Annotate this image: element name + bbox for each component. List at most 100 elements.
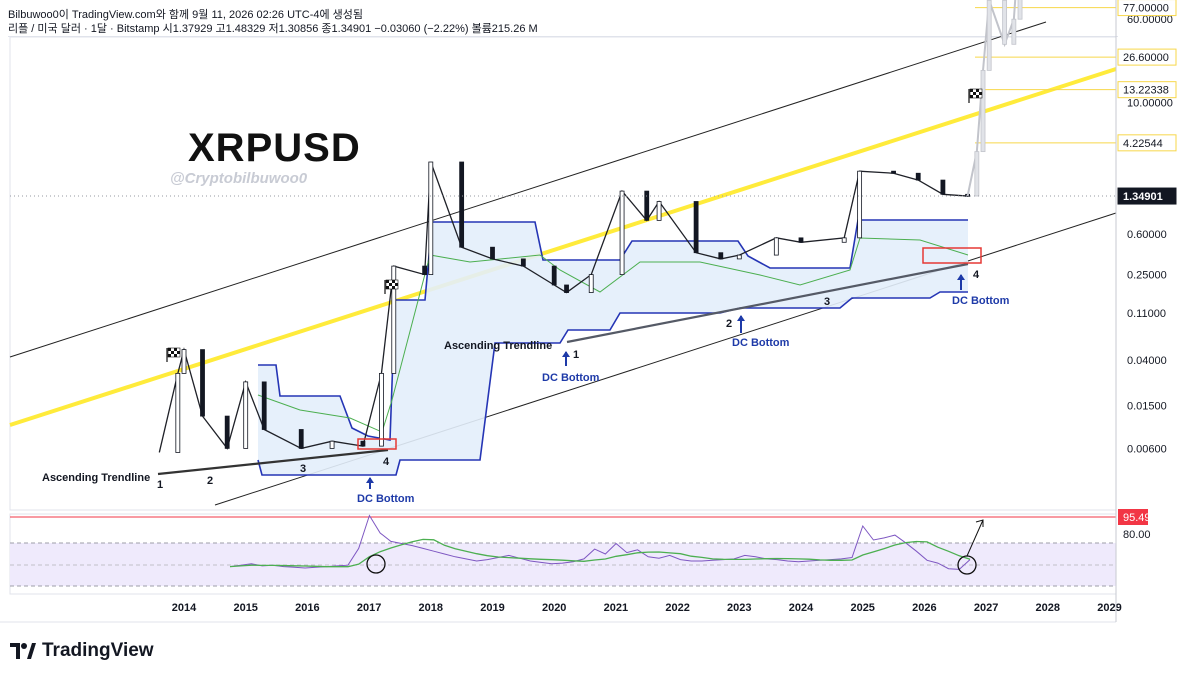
flag-cell	[979, 89, 982, 92]
flag-cell	[392, 286, 395, 289]
candle	[261, 381, 267, 430]
flag-cell	[970, 92, 973, 95]
flag-cell	[979, 95, 982, 98]
up-arrow-head-icon	[957, 274, 965, 280]
price-level-tag	[1117, 48, 1177, 66]
rsi-arrow-head-icon	[975, 519, 984, 527]
time-axis[interactable]: 2014 2015 2016 2017 2018 2019 2020 2021 2022 2023…	[0, 602, 1122, 623]
flag-cell	[395, 280, 398, 283]
annotation-label: DC Bottom	[732, 337, 790, 349]
x-tick-label: 2021	[604, 602, 628, 614]
candle	[490, 246, 495, 260]
candle	[422, 265, 428, 275]
flag-cell	[970, 89, 973, 92]
x-tick-label: 2014	[172, 602, 197, 614]
x-tick-label: 2024	[789, 602, 814, 614]
flag-cell	[171, 354, 174, 357]
watermark-title: XRPUSD	[188, 126, 361, 170]
flag-cell	[386, 283, 389, 286]
candle	[520, 258, 526, 267]
x-tick-label: 2016	[295, 602, 319, 614]
candle	[718, 252, 724, 260]
rsi-overbought-tag	[1118, 509, 1148, 525]
x-tick-label: 2029	[1097, 602, 1121, 614]
price-level-label: 26.60000	[1123, 52, 1169, 64]
price-level-label: 13.22338	[1123, 85, 1169, 97]
donchian-midline	[257, 237, 969, 433]
x-tick-label: 2027	[974, 602, 998, 614]
x-tick-label: 2025	[850, 602, 874, 614]
y-tick-label: 60.00000	[1127, 14, 1173, 26]
flag-cell	[177, 354, 180, 357]
candle	[656, 201, 662, 221]
donchian-upper-band	[258, 219, 968, 441]
flag-cell	[168, 354, 171, 357]
candle	[181, 349, 187, 374]
flag-cell	[395, 283, 398, 286]
annotation-label: DC Bottom	[357, 493, 415, 505]
candle	[841, 237, 847, 243]
projection-candle	[974, 151, 980, 197]
flag-cell	[973, 95, 976, 98]
flag-cell	[174, 354, 177, 357]
candle	[551, 265, 557, 286]
y-tick-label: 0.00600	[1127, 443, 1167, 455]
price-level-tag	[1117, 81, 1177, 99]
price-axis[interactable]: 350.00000150.0000060.0000025.0000010.000…	[1115, 0, 1179, 622]
flag-cell	[389, 286, 392, 289]
flag-cell	[174, 348, 177, 351]
candle	[200, 349, 205, 417]
ascending-trendline-2	[566, 262, 969, 344]
candle	[736, 254, 742, 260]
annotation-label: 1	[573, 349, 579, 361]
candle	[329, 440, 335, 449]
flag-cell	[171, 348, 174, 351]
x-tick-label: 2018	[419, 602, 443, 614]
flag-cell	[177, 348, 180, 351]
flag-cell	[389, 280, 392, 283]
flag-cell	[392, 283, 395, 286]
donchian-lower-band	[257, 291, 968, 476]
flag-cell	[386, 280, 389, 283]
annotation-label: DC Bottom	[952, 295, 1010, 307]
current-price-label: 1.34901	[1123, 191, 1163, 203]
annotation-label: 4	[383, 456, 390, 468]
buy-zone-box	[357, 438, 397, 450]
flag-border	[385, 279, 399, 290]
flag-border	[969, 88, 983, 99]
flag-cell	[973, 89, 976, 92]
rsi-circle-marker	[366, 554, 386, 574]
candle	[379, 373, 384, 447]
tradingview-logo[interactable]: TradingView	[10, 640, 154, 662]
up-arrow-head-icon	[737, 315, 745, 321]
rsi-overbought-label: 95.49	[1123, 512, 1151, 524]
annotation-label: Ascending Trendline	[444, 340, 552, 352]
price-level-tag	[1117, 134, 1177, 152]
rsi-level-label: 80.00	[1123, 529, 1151, 541]
x-tick-label: 2019	[480, 602, 504, 614]
y-tick-label: 0.01500	[1127, 401, 1167, 413]
current-price-tag	[1117, 187, 1177, 205]
checkered-flag-icon	[384, 279, 399, 294]
candle	[459, 161, 465, 248]
candle	[391, 265, 397, 374]
flag-cell	[973, 92, 976, 95]
candle	[175, 373, 181, 453]
candle	[564, 284, 569, 293]
annotation-label: 2	[207, 475, 213, 487]
candle	[891, 170, 896, 174]
price-series	[158, 161, 968, 453]
x-tick-label: 2023	[727, 602, 751, 614]
rsi-line	[229, 514, 971, 570]
flag-cell	[171, 351, 174, 354]
tradingview-logo-icon	[10, 643, 36, 659]
candle	[857, 170, 863, 239]
watermark-handle: @Cryptobilbuwoo0	[170, 170, 308, 187]
flag-cell	[386, 286, 389, 289]
checkered-flag-icon	[166, 347, 181, 362]
flag-border	[167, 347, 181, 358]
donchian-fill	[258, 220, 968, 475]
annotation-label: 2	[726, 318, 732, 330]
channel-upper-line	[9, 21, 1047, 358]
